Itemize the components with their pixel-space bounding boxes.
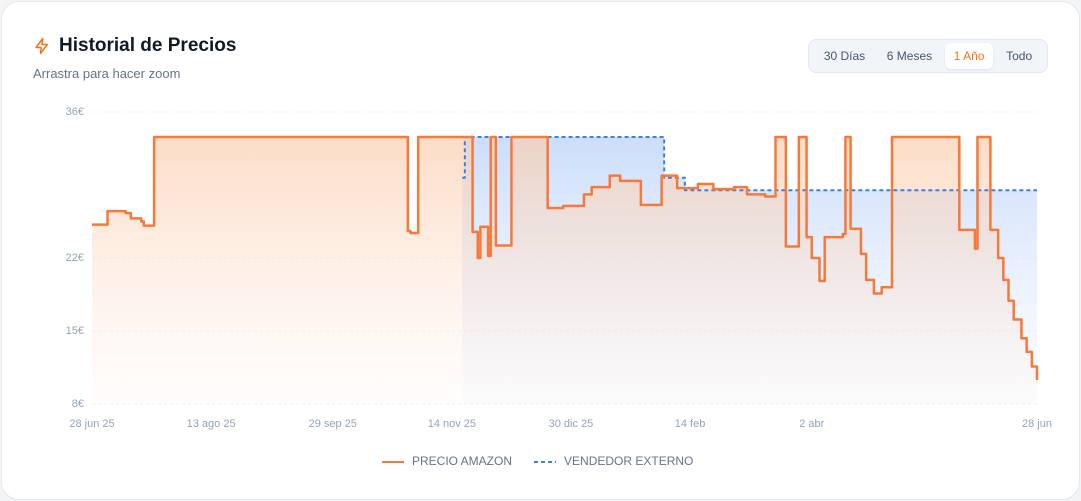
y-tick-label: 8€: [72, 398, 84, 410]
range-button[interactable]: 1 Año: [944, 43, 994, 69]
subtitle: Arrastra para hacer zoom: [33, 66, 181, 81]
y-tick-label: 22€: [66, 252, 84, 264]
header: Historial de Precios: [33, 35, 236, 57]
x-tick-label: 29 sep 25: [309, 418, 357, 430]
range-button[interactable]: Todo: [1006, 49, 1033, 63]
area: [92, 137, 1037, 404]
x-tick-label: 14 nov 25: [428, 418, 476, 430]
legend-label: VENDEDOR EXTERNO: [564, 454, 693, 468]
x-tick-label: 14 feb: [675, 418, 706, 430]
x-tick-label: 28 jun: [1022, 418, 1052, 430]
range-selector: 30 Días 6 Meses 1 Año Todo: [808, 39, 1048, 73]
title: Historial de Precios: [59, 35, 237, 56]
x-tick-label: 13 ago 25: [187, 418, 236, 430]
bolt-icon: [35, 37, 48, 55]
price-line: [462, 136, 1037, 192]
x-tick-label: 30 dic 25: [549, 418, 594, 430]
range-button[interactable]: 30 Días: [823, 49, 866, 63]
y-tick-label: 36€: [66, 106, 84, 118]
price-line: [92, 135, 1039, 381]
x-tick-label: 2 abr: [799, 418, 824, 430]
legend-label: PRECIO AMAZON: [412, 454, 512, 468]
y-tick-label: 15€: [66, 325, 84, 337]
range-button[interactable]: 6 Meses: [886, 49, 933, 63]
x-tick-label: 28 jun 25: [69, 418, 114, 430]
